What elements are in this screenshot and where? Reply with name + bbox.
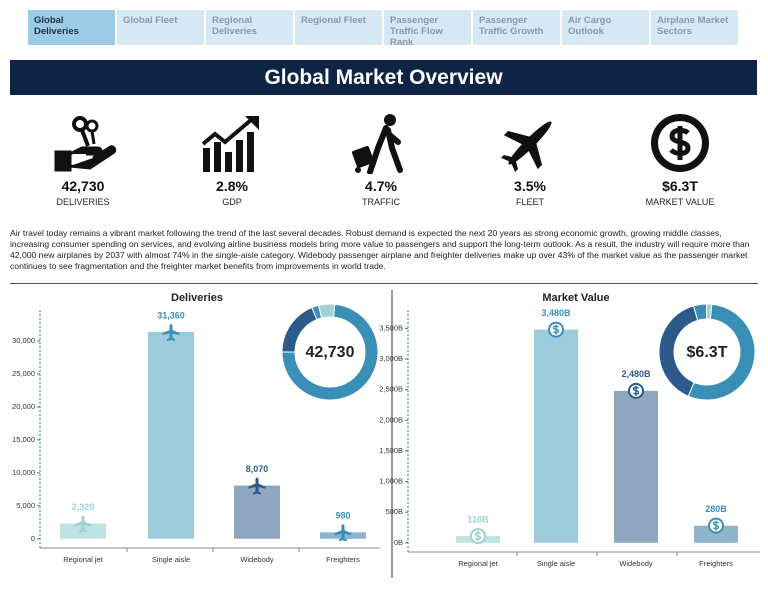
plane-shape (74, 515, 92, 533)
x-tick-label: Widebody (619, 559, 653, 568)
plane-shape (334, 524, 352, 542)
kpi-label: TRAFFIC (362, 197, 400, 207)
kpi-label: GDP (222, 197, 242, 207)
value-label: 2,320 (72, 502, 95, 512)
marker-icon (708, 517, 724, 534)
kpi-value: $6.3T (662, 178, 698, 194)
y-tick-label: 3,500B (379, 323, 403, 332)
donut-center-label: $6.3T (687, 344, 728, 361)
bar (614, 390, 658, 543)
tab[interactable]: Global Fleet (117, 10, 204, 45)
bar (534, 329, 578, 543)
dollar-sign (552, 324, 560, 335)
chart: Deliveries 0 5,000 10,000 15,000 20,000 25,000… (12, 292, 380, 564)
description: Air travel today remains a vibrant marke… (10, 228, 750, 271)
kpi: 3.5% FLEET (460, 112, 600, 207)
dollar-sign (474, 531, 482, 542)
x-tick-label: Freighters (326, 555, 360, 564)
tab[interactable]: Airplane Market Sectors (651, 10, 738, 45)
tab[interactable]: Passenger Traffic Growth (473, 10, 560, 45)
kpi-value: 2.8% (216, 178, 248, 194)
y-tick-label: 0B (394, 538, 403, 547)
chart: Market Value 0B 500B 1,000B 1,500B 2,000B 2,50… (379, 292, 760, 568)
y-tick-label: 0 (31, 534, 35, 543)
tab[interactable]: Global Deliveries (28, 10, 115, 45)
kpi-icon (651, 114, 709, 172)
kpi-label: DELIVERIES (56, 197, 110, 207)
y-tick-label: 1,000B (379, 477, 403, 486)
x-tick-label: Single aisle (537, 559, 575, 568)
y-tick-label: 5,000 (16, 501, 35, 510)
y-tick-label: 3,000B (379, 354, 403, 363)
value-label: 8,070 (246, 464, 269, 474)
kpi-value: 3.5% (514, 178, 546, 194)
y-tick-label: 20,000 (12, 402, 35, 411)
marker-icon (628, 382, 644, 399)
page-title: Global Market Overview (10, 60, 757, 95)
marker-icon (470, 528, 486, 545)
bar (234, 485, 280, 539)
bar (148, 332, 194, 539)
marker-icon (548, 321, 564, 338)
x-tick-label: Regional jet (63, 555, 104, 564)
chart-title: Deliveries (171, 292, 223, 304)
y-tick-label: 2,500B (379, 385, 403, 394)
donut-segment (317, 303, 336, 319)
kpi-icon (201, 116, 259, 172)
kpi: 2.8% GDP (162, 112, 302, 207)
tab[interactable]: Passenger Traffic Flow Rank (384, 10, 471, 48)
value-label: 31,360 (157, 310, 185, 320)
value-label: 3,480B (541, 308, 571, 318)
y-tick-label: 2,000B (379, 415, 403, 424)
marker-icon (162, 324, 180, 342)
kpi: 42,730 DELIVERIES (13, 112, 153, 207)
x-tick-label: Widebody (240, 555, 274, 564)
plane-shape (162, 324, 180, 342)
x-tick-label: Freighters (699, 559, 733, 568)
kpi-value: 42,730 (61, 178, 105, 194)
tab[interactable]: Regional Fleet (295, 10, 382, 45)
marker-icon (248, 477, 266, 495)
plane-shape (248, 477, 266, 495)
kpi-icon (54, 116, 117, 172)
value-label: 280B (705, 504, 727, 514)
x-tick-label: Single aisle (152, 555, 190, 564)
kpi-value: 4.7% (365, 178, 397, 194)
kpi: $6.3T MARKET VALUE (610, 112, 750, 207)
x-tick-label: Regional jet (458, 559, 499, 568)
tab[interactable]: Regional Deliveries (206, 10, 293, 45)
y-tick-label: 1,500B (379, 446, 403, 455)
kpi: 4.7% TRAFFIC (311, 112, 451, 207)
y-tick-label: 500B (385, 507, 403, 516)
value-label: 110B (467, 514, 489, 524)
kpi-label: FLEET (515, 197, 544, 207)
value-label: 980 (335, 511, 350, 521)
y-tick-label: 15,000 (12, 435, 35, 444)
marker-icon (74, 515, 92, 533)
y-tick-label: 25,000 (12, 369, 35, 378)
donut-segment (706, 303, 713, 320)
kpi-icon (352, 114, 403, 174)
dollar-sign (632, 385, 640, 396)
bar (694, 525, 738, 543)
kpi-label: MARKET VALUE (645, 197, 715, 207)
y-tick-label: 30,000 (12, 336, 35, 345)
charts: Deliveries 0 5,000 10,000 15,000 20,000 25,000… (12, 290, 760, 578)
value-label: 2,480B (621, 369, 651, 379)
y-tick-label: 10,000 (12, 468, 35, 477)
separator (10, 283, 758, 284)
tab[interactable]: Air Cargo Outlook (562, 10, 649, 45)
donut-center-label: 42,730 (306, 344, 355, 361)
kpi-icon (501, 121, 552, 172)
marker-icon (334, 524, 352, 542)
chart-title: Market Value (542, 292, 609, 304)
donut-segment (281, 303, 379, 401)
donut-segment (687, 303, 756, 401)
dollar-sign (712, 520, 720, 531)
